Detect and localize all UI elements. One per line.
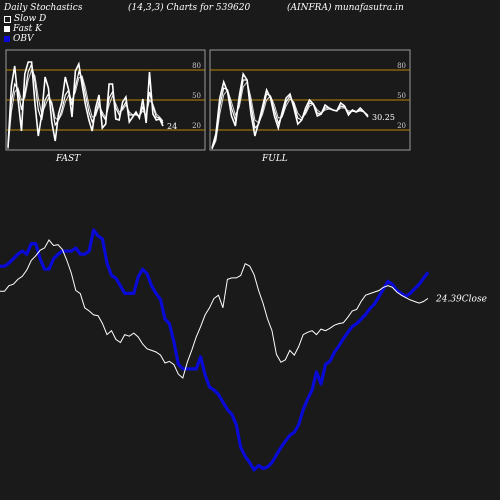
- legend-label-slow-d: Slow D: [14, 14, 47, 24]
- full-series-slow-d: [211, 79, 369, 150]
- legend-swatch-fast-k: [4, 26, 10, 32]
- legend-swatch-obv: [4, 36, 10, 42]
- obv-line: [0, 228, 430, 472]
- full-panel-label: FULL: [261, 154, 288, 164]
- full-last-value-label: 30.25: [372, 113, 395, 122]
- fast-panel-label: FAST: [55, 154, 81, 164]
- full-tick-label-80: 80: [397, 62, 406, 70]
- header-symbol: (14,3,3) Charts for 539620: [128, 3, 251, 13]
- fast-last-value-label: 24: [167, 122, 177, 131]
- fast-series-slow-d: [7, 61, 164, 149]
- full-series-fast-k: [211, 71, 369, 149]
- legend: Slow D Fast K OBV: [4, 14, 46, 44]
- legend-item-slow-d: Slow D: [4, 14, 46, 24]
- fast-tick-label-20: 20: [192, 122, 201, 130]
- header-source: (AINFRA) munafasutra.in: [287, 3, 404, 13]
- fast-tick-label-80: 80: [192, 62, 201, 70]
- legend-item-obv: OBV: [4, 34, 46, 44]
- header-title: Daily Stochastics: [4, 3, 83, 13]
- full-series-signal: [211, 80, 369, 150]
- close-price-line: [0, 239, 429, 379]
- fast-series-fast-k: [7, 61, 164, 148]
- full-tick-label-20: 20: [397, 122, 406, 130]
- legend-label-fast-k: Fast K: [13, 24, 42, 34]
- fast-tick-label-50: 50: [192, 92, 201, 100]
- fast-panel: 80 50 20 24: [5, 49, 206, 151]
- full-tick-label-50: 50: [397, 92, 406, 100]
- legend-item-fast-k: Fast K: [4, 24, 46, 34]
- main-price-obv-panel: 24.39Close: [0, 228, 487, 472]
- legend-swatch-slow-d: [4, 15, 11, 23]
- fast-series-signal: [7, 68, 164, 150]
- close-last-value-label: 24.39Close: [435, 294, 487, 304]
- legend-label-obv: OBV: [13, 34, 34, 44]
